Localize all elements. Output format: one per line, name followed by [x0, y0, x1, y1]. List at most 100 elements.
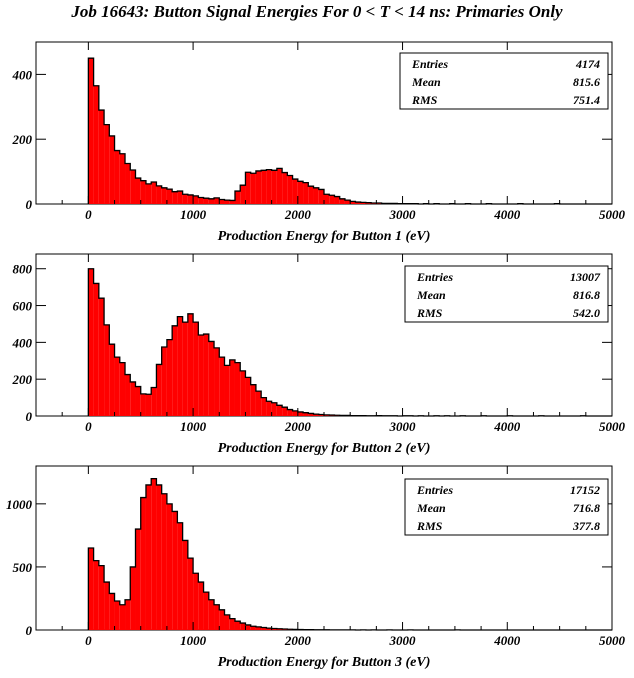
histogram-bar: [219, 609, 225, 630]
histogram-bar: [193, 573, 199, 630]
histogram-bar: [93, 85, 99, 204]
x-tick-label: 0: [85, 633, 92, 648]
histogram-bar: [187, 313, 194, 416]
histogram-bar: [98, 565, 105, 630]
histogram-bar: [125, 599, 131, 630]
histogram-bar: [355, 202, 361, 204]
histogram-bar: [109, 593, 115, 630]
y-tick-label: 0: [26, 409, 33, 424]
histogram-bar: [109, 135, 115, 204]
histogram-bar: [161, 493, 167, 630]
histogram-bar: [166, 189, 173, 204]
histogram-bar: [161, 346, 167, 416]
histogram-bar: [287, 409, 293, 416]
histogram-bar: [318, 189, 324, 204]
histogram-bar: [266, 401, 272, 416]
x-tick-label: 1000: [180, 207, 207, 222]
histogram-bar: [208, 341, 215, 416]
stats-label-rms: RMS: [411, 93, 438, 107]
histogram-bar: [172, 511, 178, 630]
y-tick-label: 400: [12, 67, 33, 82]
x-tick-label: 2000: [284, 633, 312, 648]
histogram-bar: [308, 186, 314, 204]
stats-label-rms: RMS: [416, 519, 443, 533]
histogram-bar: [214, 197, 220, 204]
histogram-bar: [172, 325, 178, 416]
histogram-bar: [229, 359, 235, 416]
x-tick-label: 2000: [284, 419, 312, 434]
histogram-outline: [87, 268, 612, 417]
histogram-bar: [88, 548, 94, 630]
histogram-bar: [182, 194, 188, 204]
stats-box: [399, 52, 609, 110]
x-axis-title: Production Energy for Button 2 (eV): [218, 441, 431, 456]
x-tick-label: 5000: [599, 419, 626, 434]
x-axis-title: Production Energy for Button 1 (eV): [218, 229, 431, 244]
histogram-bar: [297, 181, 304, 204]
histogram-bar: [114, 600, 120, 630]
histogram-bar: [287, 175, 293, 204]
histogram-bar: [156, 364, 162, 416]
histogram-bar: [104, 324, 110, 416]
histogram-bar: [240, 185, 246, 204]
histogram-bar: [255, 626, 262, 630]
histogram-bar: [198, 582, 204, 630]
histogram-bar: [261, 397, 267, 416]
histogram-bar: [125, 163, 131, 204]
stats-value-rms: 751.4: [573, 93, 600, 107]
histogram-bar: [187, 558, 194, 630]
histogram-bar: [282, 172, 288, 204]
histogram-bar: [234, 621, 241, 630]
histogram-bar: [203, 198, 209, 204]
histogram-bar: [104, 582, 110, 630]
histogram-bar: [350, 201, 356, 204]
histogram-bar: [282, 407, 288, 416]
x-tick-label: 5000: [599, 207, 626, 222]
histogram-bar: [245, 377, 251, 416]
histogram-bar: [140, 393, 146, 416]
histogram-bar: [145, 484, 152, 630]
histogram-bar: [250, 173, 256, 204]
histogram-bar: [208, 599, 215, 630]
stats-box: [404, 478, 609, 536]
stats-box: [404, 265, 609, 323]
stats-label-entries: Entries: [416, 483, 453, 497]
histogram-bar: [334, 196, 340, 204]
y-tick-label: 0: [26, 197, 33, 212]
stats-value-entries: 13007: [570, 270, 601, 284]
x-tick-label: 3000: [389, 633, 417, 648]
histogram-bar: [93, 560, 99, 630]
histogram-bar: [98, 110, 105, 204]
histogram-bar: [161, 187, 167, 204]
histogram-bar: [172, 191, 178, 204]
histogram-bar: [308, 413, 314, 416]
histogram-bar: [250, 384, 256, 416]
histogram-bar: [119, 604, 126, 630]
histogram-bar: [240, 370, 246, 416]
y-tick-label: 1000: [6, 497, 33, 512]
histogram-bar: [214, 604, 220, 630]
histogram-bar: [219, 357, 225, 416]
histogram-bar: [177, 522, 183, 630]
stats-label-mean: Mean: [411, 75, 441, 89]
histogram-bar: [313, 414, 319, 416]
histogram-bar: [261, 170, 267, 204]
histogram-bar: [245, 172, 251, 204]
histogram-bar: [182, 322, 188, 416]
histogram-bar: [98, 298, 105, 416]
histogram-bar: [93, 283, 99, 416]
histogram-bar: [224, 614, 230, 630]
histogram-bar: [297, 411, 304, 416]
x-tick-label: 4000: [493, 207, 521, 222]
y-tick-label: 500: [13, 560, 33, 575]
histogram-bar: [104, 124, 110, 204]
histogram-bar: [224, 200, 230, 204]
histogram-bar: [250, 626, 256, 630]
y-tick-label: 200: [12, 372, 33, 387]
y-tick-label: 400: [12, 335, 33, 350]
histogram-bar: [130, 169, 136, 204]
histogram-bar: [156, 484, 162, 630]
stats-label-mean: Mean: [416, 288, 446, 302]
y-tick-label: 600: [13, 299, 33, 314]
